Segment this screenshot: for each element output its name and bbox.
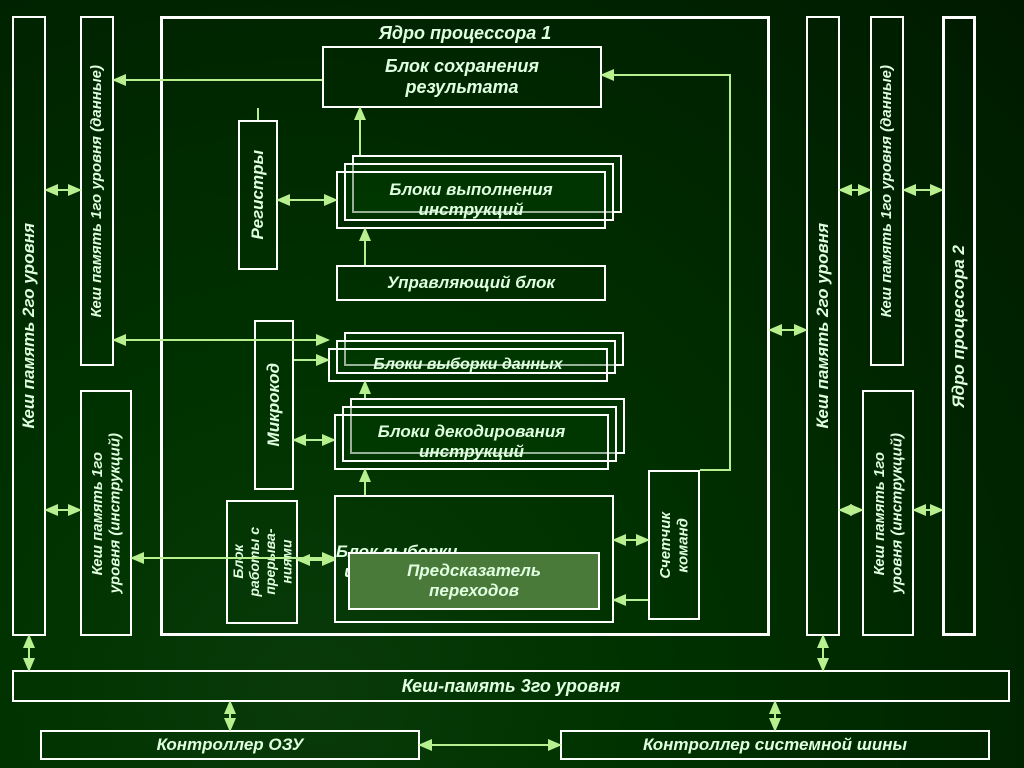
bottom-bus-controller: Контроллер системной шины: [560, 730, 990, 760]
core-interrupt: Блок работы с прерыва- ниями: [226, 500, 298, 624]
bottom-l3-cache: Кеш-память 3го уровня: [12, 670, 1010, 702]
core1-title: Ядро процессора 1: [379, 23, 551, 44]
left-l2-label: Кеш память 2го уровня: [19, 223, 39, 428]
core-datafetch-block: Блоки выборки данных: [328, 348, 608, 382]
left-l1-data-label: Кеш память 1го уровня (данные): [88, 65, 105, 317]
right-core2: Ядро процессора 2: [942, 16, 976, 636]
core-exec-block: Блоки выполнения инструкций: [336, 171, 606, 229]
core-predictor-block: Предсказатель переходов: [348, 552, 600, 610]
core-save-block: Блок сохранения результата: [322, 46, 602, 108]
core-registers: Регистры: [238, 120, 278, 270]
left-l2-cache: Кеш память 2го уровня: [12, 16, 46, 636]
core-decode-block: Блоки декодирования инструкций: [334, 414, 609, 470]
core-control-block: Управляющий блок: [336, 265, 606, 301]
core-counter: Счетчик команд: [648, 470, 700, 620]
right-l2-cache: Кеш память 2го уровня: [806, 16, 840, 636]
left-l1-instr-cache: Кеш память 1го уровня (инструкций): [80, 390, 132, 636]
left-l1-instr-label: Кеш память 1го уровня (инструкций): [89, 433, 124, 593]
right-l1-data-cache: Кеш память 1го уровня (данные): [870, 16, 904, 366]
bottom-ram-controller: Контроллер ОЗУ: [40, 730, 420, 760]
core-microcode: Микрокод: [254, 320, 294, 490]
left-l1-data-cache: Кеш память 1го уровня (данные): [80, 16, 114, 366]
right-l1-instr-cache: Кеш память 1го уровня (инструкций): [862, 390, 914, 636]
